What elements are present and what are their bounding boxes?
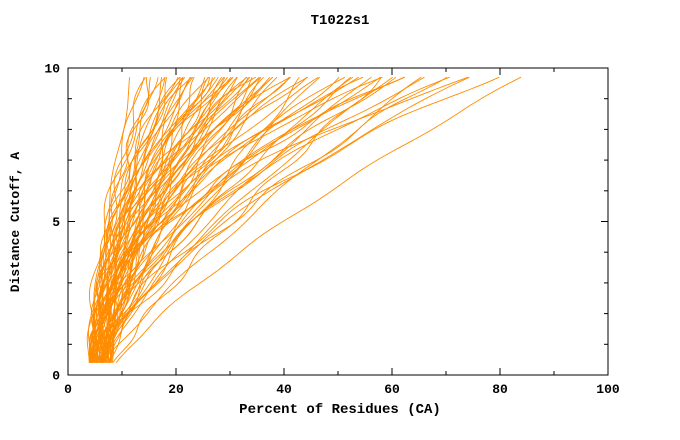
model-curve xyxy=(88,76,405,363)
model-curve xyxy=(90,76,186,363)
y-tick-label: 10 xyxy=(44,62,60,77)
x-tick-label: 20 xyxy=(168,382,184,397)
model-curve xyxy=(95,76,291,363)
x-tick-label: 0 xyxy=(64,382,72,397)
x-tick-label: 100 xyxy=(596,382,620,397)
model-curve xyxy=(88,76,248,363)
curves-group xyxy=(86,76,522,363)
model-curve xyxy=(92,77,151,363)
model-curve xyxy=(94,77,145,363)
model-curve xyxy=(94,77,213,363)
model-curve xyxy=(91,76,364,363)
model-curve xyxy=(107,76,232,363)
x-axis-label: Percent of Residues (CA) xyxy=(239,402,441,418)
x-tick-label: 40 xyxy=(276,382,292,397)
model-curve xyxy=(104,76,271,363)
model-curve xyxy=(105,76,372,363)
model-curve xyxy=(110,76,346,363)
model-curve xyxy=(88,76,469,363)
x-tick-label: 60 xyxy=(384,382,400,397)
model-curve xyxy=(99,76,383,363)
model-curve xyxy=(102,76,260,363)
y-tick-label: 5 xyxy=(52,215,60,230)
model-curve xyxy=(98,76,448,363)
model-curve xyxy=(115,76,522,363)
y-axis-label: Distance Cutoff, A xyxy=(8,151,23,293)
model-curve xyxy=(100,76,500,363)
y-tick-label: 0 xyxy=(52,369,60,384)
model-curve xyxy=(93,77,179,363)
model-curve xyxy=(107,76,274,363)
model-curve xyxy=(110,76,397,363)
model-curve xyxy=(101,76,470,363)
model-curve xyxy=(95,76,249,363)
chart-title: T1022s1 xyxy=(310,13,370,29)
model-curve xyxy=(90,76,257,363)
axes-group: 0 20 40 60 80 100 0 5 10 xyxy=(44,62,620,398)
model-curve xyxy=(112,76,382,363)
x-tick-label: 80 xyxy=(492,382,508,397)
